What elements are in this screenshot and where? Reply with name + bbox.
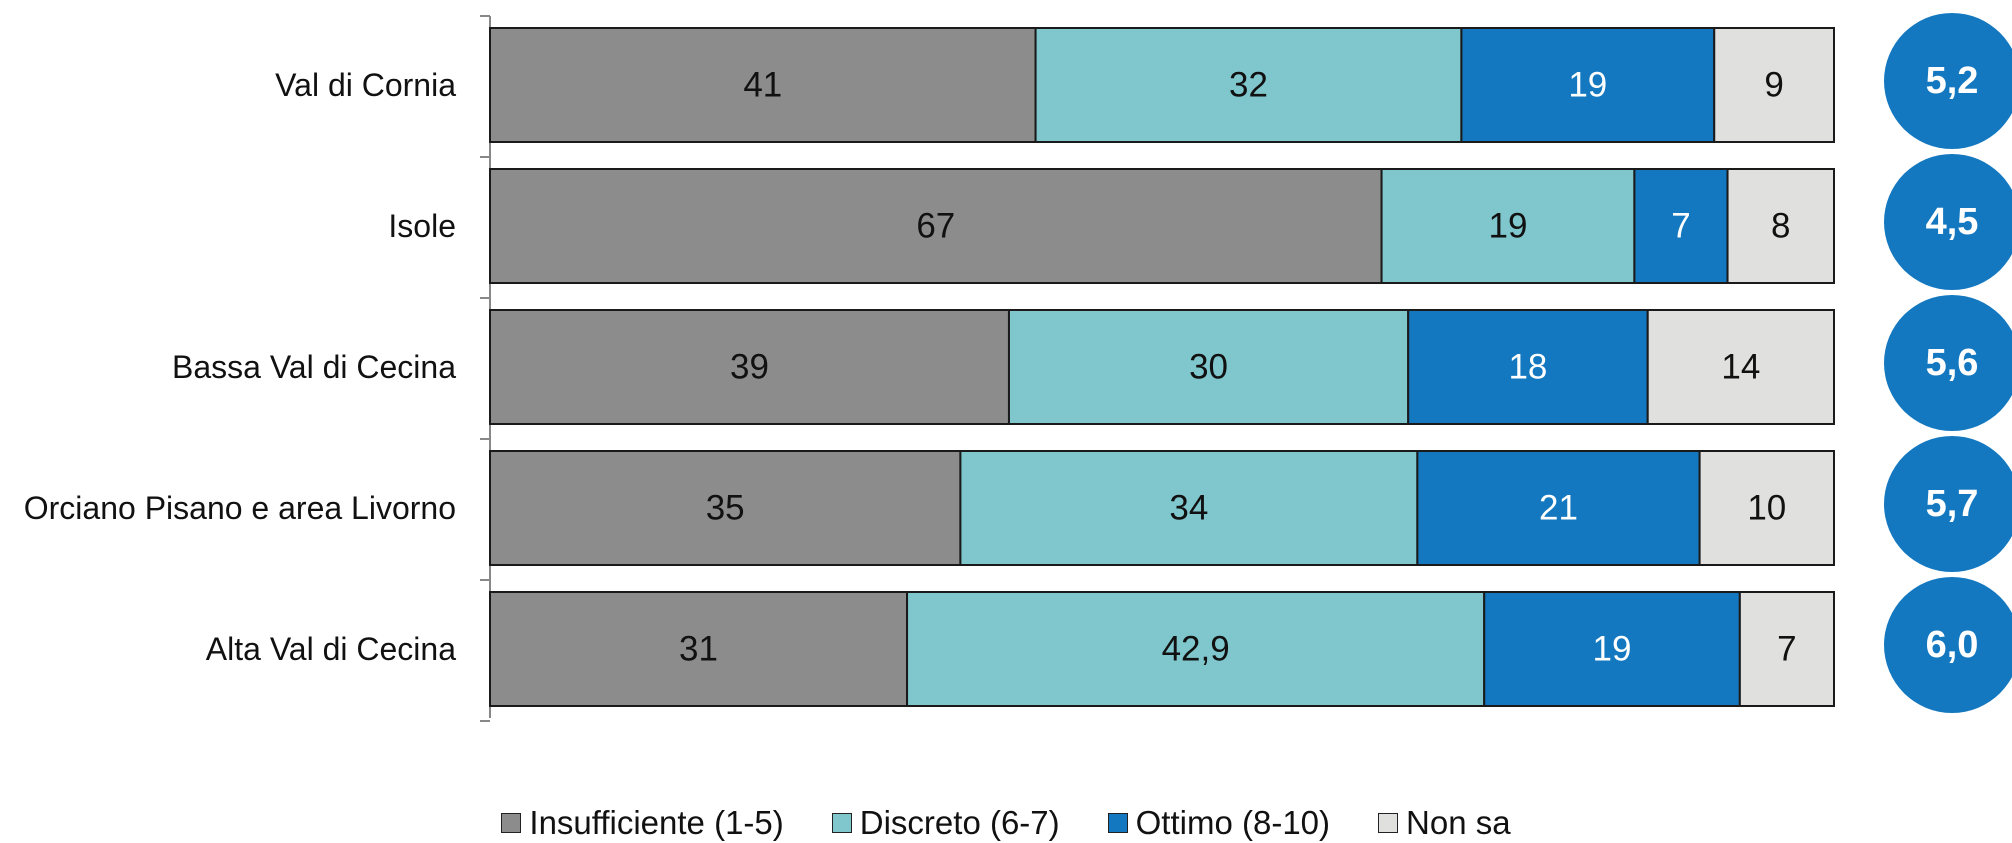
bar-segment: [1380, 168, 1636, 284]
score-label: 5,2: [1926, 60, 1979, 102]
category-label: Isole: [388, 208, 456, 244]
data-label: 31: [679, 630, 718, 669]
legend-item: Non sa: [1378, 804, 1511, 842]
score-label: 6,0: [1926, 624, 1979, 666]
score-circle: [1884, 577, 2012, 713]
legend-item: Discreto (6-7): [831, 804, 1060, 842]
category-label: Bassa Val di Cecina: [172, 349, 456, 385]
score-circle: [1884, 295, 2012, 431]
bar-segment: [1713, 27, 1836, 143]
bar-segment: [489, 309, 1010, 425]
score-label: 4,5: [1926, 201, 1979, 243]
bar-segment: [1646, 309, 1836, 425]
category-label: Alta Val di Cecina: [206, 631, 456, 667]
category-label: Val di Cornia: [275, 67, 456, 103]
score-circle: [1884, 154, 2012, 290]
data-label: 19: [1568, 66, 1607, 105]
category-axis: [480, 15, 491, 722]
bar-segment: [906, 591, 1486, 707]
data-label: 34: [1169, 489, 1208, 528]
legend-label: Discreto (6-7): [859, 804, 1060, 841]
bar-segment: [1738, 591, 1835, 707]
legend: Insufficiente (1-5) Discreto (6-7) Ottimo …: [0, 804, 2012, 842]
data-label: 19: [1489, 207, 1528, 246]
data-label: 7: [1777, 630, 1796, 669]
legend-item: Insufficiente (1-5): [501, 804, 784, 842]
bar-segment: [489, 450, 962, 566]
legend-swatch: [1378, 813, 1399, 833]
score-label: 5,7: [1926, 483, 1979, 525]
score-label: 5,6: [1926, 342, 1979, 384]
bar-segment: [1726, 168, 1835, 284]
data-label: 18: [1508, 348, 1547, 387]
bar-segment: [1416, 450, 1701, 566]
data-label: 67: [916, 207, 955, 246]
data-label: 21: [1539, 489, 1578, 528]
data-label: 32: [1229, 66, 1268, 105]
legend-label: Non sa: [1406, 804, 1511, 841]
data-label: 30: [1189, 348, 1228, 387]
legend-swatch: [831, 813, 852, 833]
legend-label: Insufficiente (1-5): [529, 804, 784, 841]
legend-item: Ottimo (8-10): [1107, 804, 1331, 842]
score-badges: 5,2 4,5 5,6 5,7 6,0: [1884, 13, 2012, 713]
data-label: 39: [730, 348, 769, 387]
score-circle: [1884, 436, 2012, 572]
data-label: 42,9: [1162, 630, 1230, 669]
bar-segment: [489, 591, 909, 707]
bar-segment: [489, 168, 1383, 284]
data-label: 19: [1593, 630, 1632, 669]
bar-segment: [959, 450, 1419, 566]
legend-swatch: [501, 813, 522, 833]
bar-segment: [1034, 27, 1463, 143]
category-label: Orciano Pisano e area Livorno: [24, 490, 456, 526]
score-circle: [1884, 13, 2012, 149]
data-label: 7: [1671, 207, 1690, 246]
data-label: 9: [1764, 66, 1783, 105]
bar-segment: [1407, 309, 1649, 425]
category-labels: Val di Cornia Isole Bassa Val di Cecina Orc…: [24, 67, 456, 667]
data-label: 10: [1747, 489, 1786, 528]
bars: 41 32 19 9 67 19 7 8 39 30 18 14 35 34 21 10 31 42,9 19 7: [489, 27, 1836, 707]
bar-segment: [489, 27, 1037, 143]
data-label: 8: [1771, 207, 1790, 246]
legend-swatch: [1107, 813, 1128, 833]
data-label: 35: [706, 489, 745, 528]
data-label: 14: [1721, 348, 1760, 387]
data-label: 41: [743, 66, 782, 105]
bar-segment: [1460, 27, 1716, 143]
bar-segment: [1698, 450, 1835, 566]
bar-segment: [1483, 591, 1741, 707]
legend-label: Ottimo (8-10): [1135, 804, 1331, 841]
